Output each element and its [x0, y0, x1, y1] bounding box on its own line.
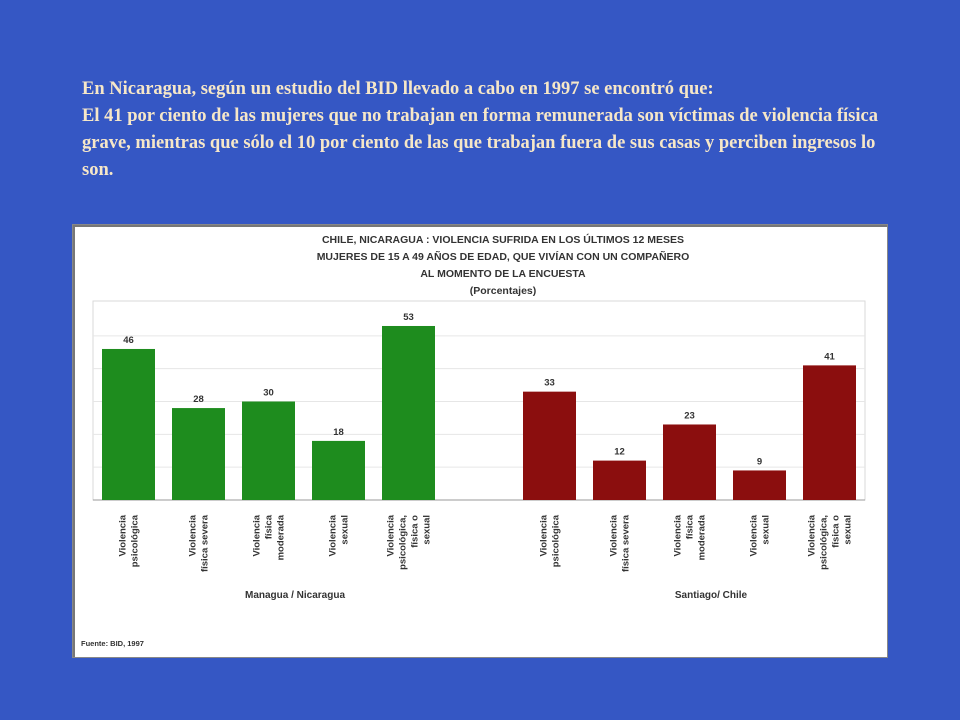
category-label-line: física severa — [621, 514, 632, 572]
category-label-line: Violencia — [673, 514, 684, 556]
chart-title-line: CHILE, NICARAGUA : VIOLENCIA SUFRIDA EN … — [322, 233, 684, 246]
category-label-line: Violencia — [609, 514, 620, 556]
category-label-line: física o — [831, 515, 842, 548]
intro-text: En Nicaragua, según un estudio del BID l… — [82, 76, 882, 184]
category-label-line: Violencia — [386, 514, 397, 556]
bar-value-label: 46 — [123, 335, 134, 346]
bar-value-label: 30 — [263, 388, 274, 399]
category-label-line: moderada — [276, 514, 287, 560]
bar — [733, 470, 786, 500]
bar-value-label: 28 — [193, 394, 204, 405]
bar-value-label: 23 — [684, 410, 695, 421]
bar — [523, 391, 576, 500]
category-label-line: física — [685, 514, 696, 539]
category-label-line: sexual — [422, 515, 433, 545]
chart-panel: CHILE, NICARAGUA : VIOLENCIA SUFRIDA EN … — [72, 224, 888, 658]
category-label-line: Violencia — [539, 514, 550, 556]
bar — [242, 401, 295, 500]
category-label-line: Violencia — [118, 514, 129, 556]
bar-value-label: 12 — [614, 447, 625, 458]
category-label-line: sexual — [761, 515, 772, 545]
group-label: Managua / Nicaragua — [245, 590, 345, 601]
bar-value-label: 33 — [544, 378, 555, 389]
source-note: Fuente: BID, 1997 — [81, 639, 144, 648]
bar-value-label: 18 — [333, 427, 344, 438]
category-label-line: física — [264, 514, 275, 539]
category-label-line: Violencia — [807, 514, 818, 556]
bar — [172, 408, 225, 500]
category-label-line: Violencia — [749, 514, 760, 556]
bar-value-label: 41 — [824, 351, 835, 362]
category-label-line: física o — [410, 515, 421, 548]
intro-line-2: El 41 por ciento de las mujeres que no t… — [82, 106, 878, 180]
category-label-line: psicológica, — [819, 515, 830, 570]
bar — [102, 348, 155, 500]
category-label-line: moderada — [697, 514, 708, 560]
bar-chart: CHILE, NICARAGUA : VIOLENCIA SUFRIDA EN … — [81, 233, 866, 648]
category-label-line: psicológica — [130, 514, 141, 567]
category-label-line: sexual — [340, 515, 351, 545]
category-label-line: física severa — [200, 514, 211, 572]
bar — [593, 460, 646, 500]
category-label-line: Violencia — [252, 514, 263, 556]
category-label-line: Violencia — [188, 514, 199, 556]
bar — [803, 365, 856, 500]
category-label-line: psicológica — [551, 514, 562, 567]
bar-value-label: 9 — [757, 456, 762, 467]
bar-value-label: 53 — [403, 312, 414, 323]
chart-title-line: AL MOMENTO DE LA ENCUESTA — [420, 268, 586, 280]
bar — [663, 424, 716, 500]
bar — [382, 325, 435, 500]
group-label: Santiago/ Chile — [675, 590, 748, 601]
chart-title-line: (Porcentajes) — [470, 285, 537, 297]
bar — [312, 440, 365, 500]
category-label-line: Violencia — [328, 514, 339, 556]
category-label-line: psicológica, — [398, 515, 409, 570]
chart-title-line: MUJERES DE 15 A 49 AÑOS DE EDAD, QUE VIV… — [317, 250, 690, 263]
intro-line-1: En Nicaragua, según un estudio del BID l… — [82, 79, 714, 99]
category-label-line: sexual — [843, 515, 854, 545]
